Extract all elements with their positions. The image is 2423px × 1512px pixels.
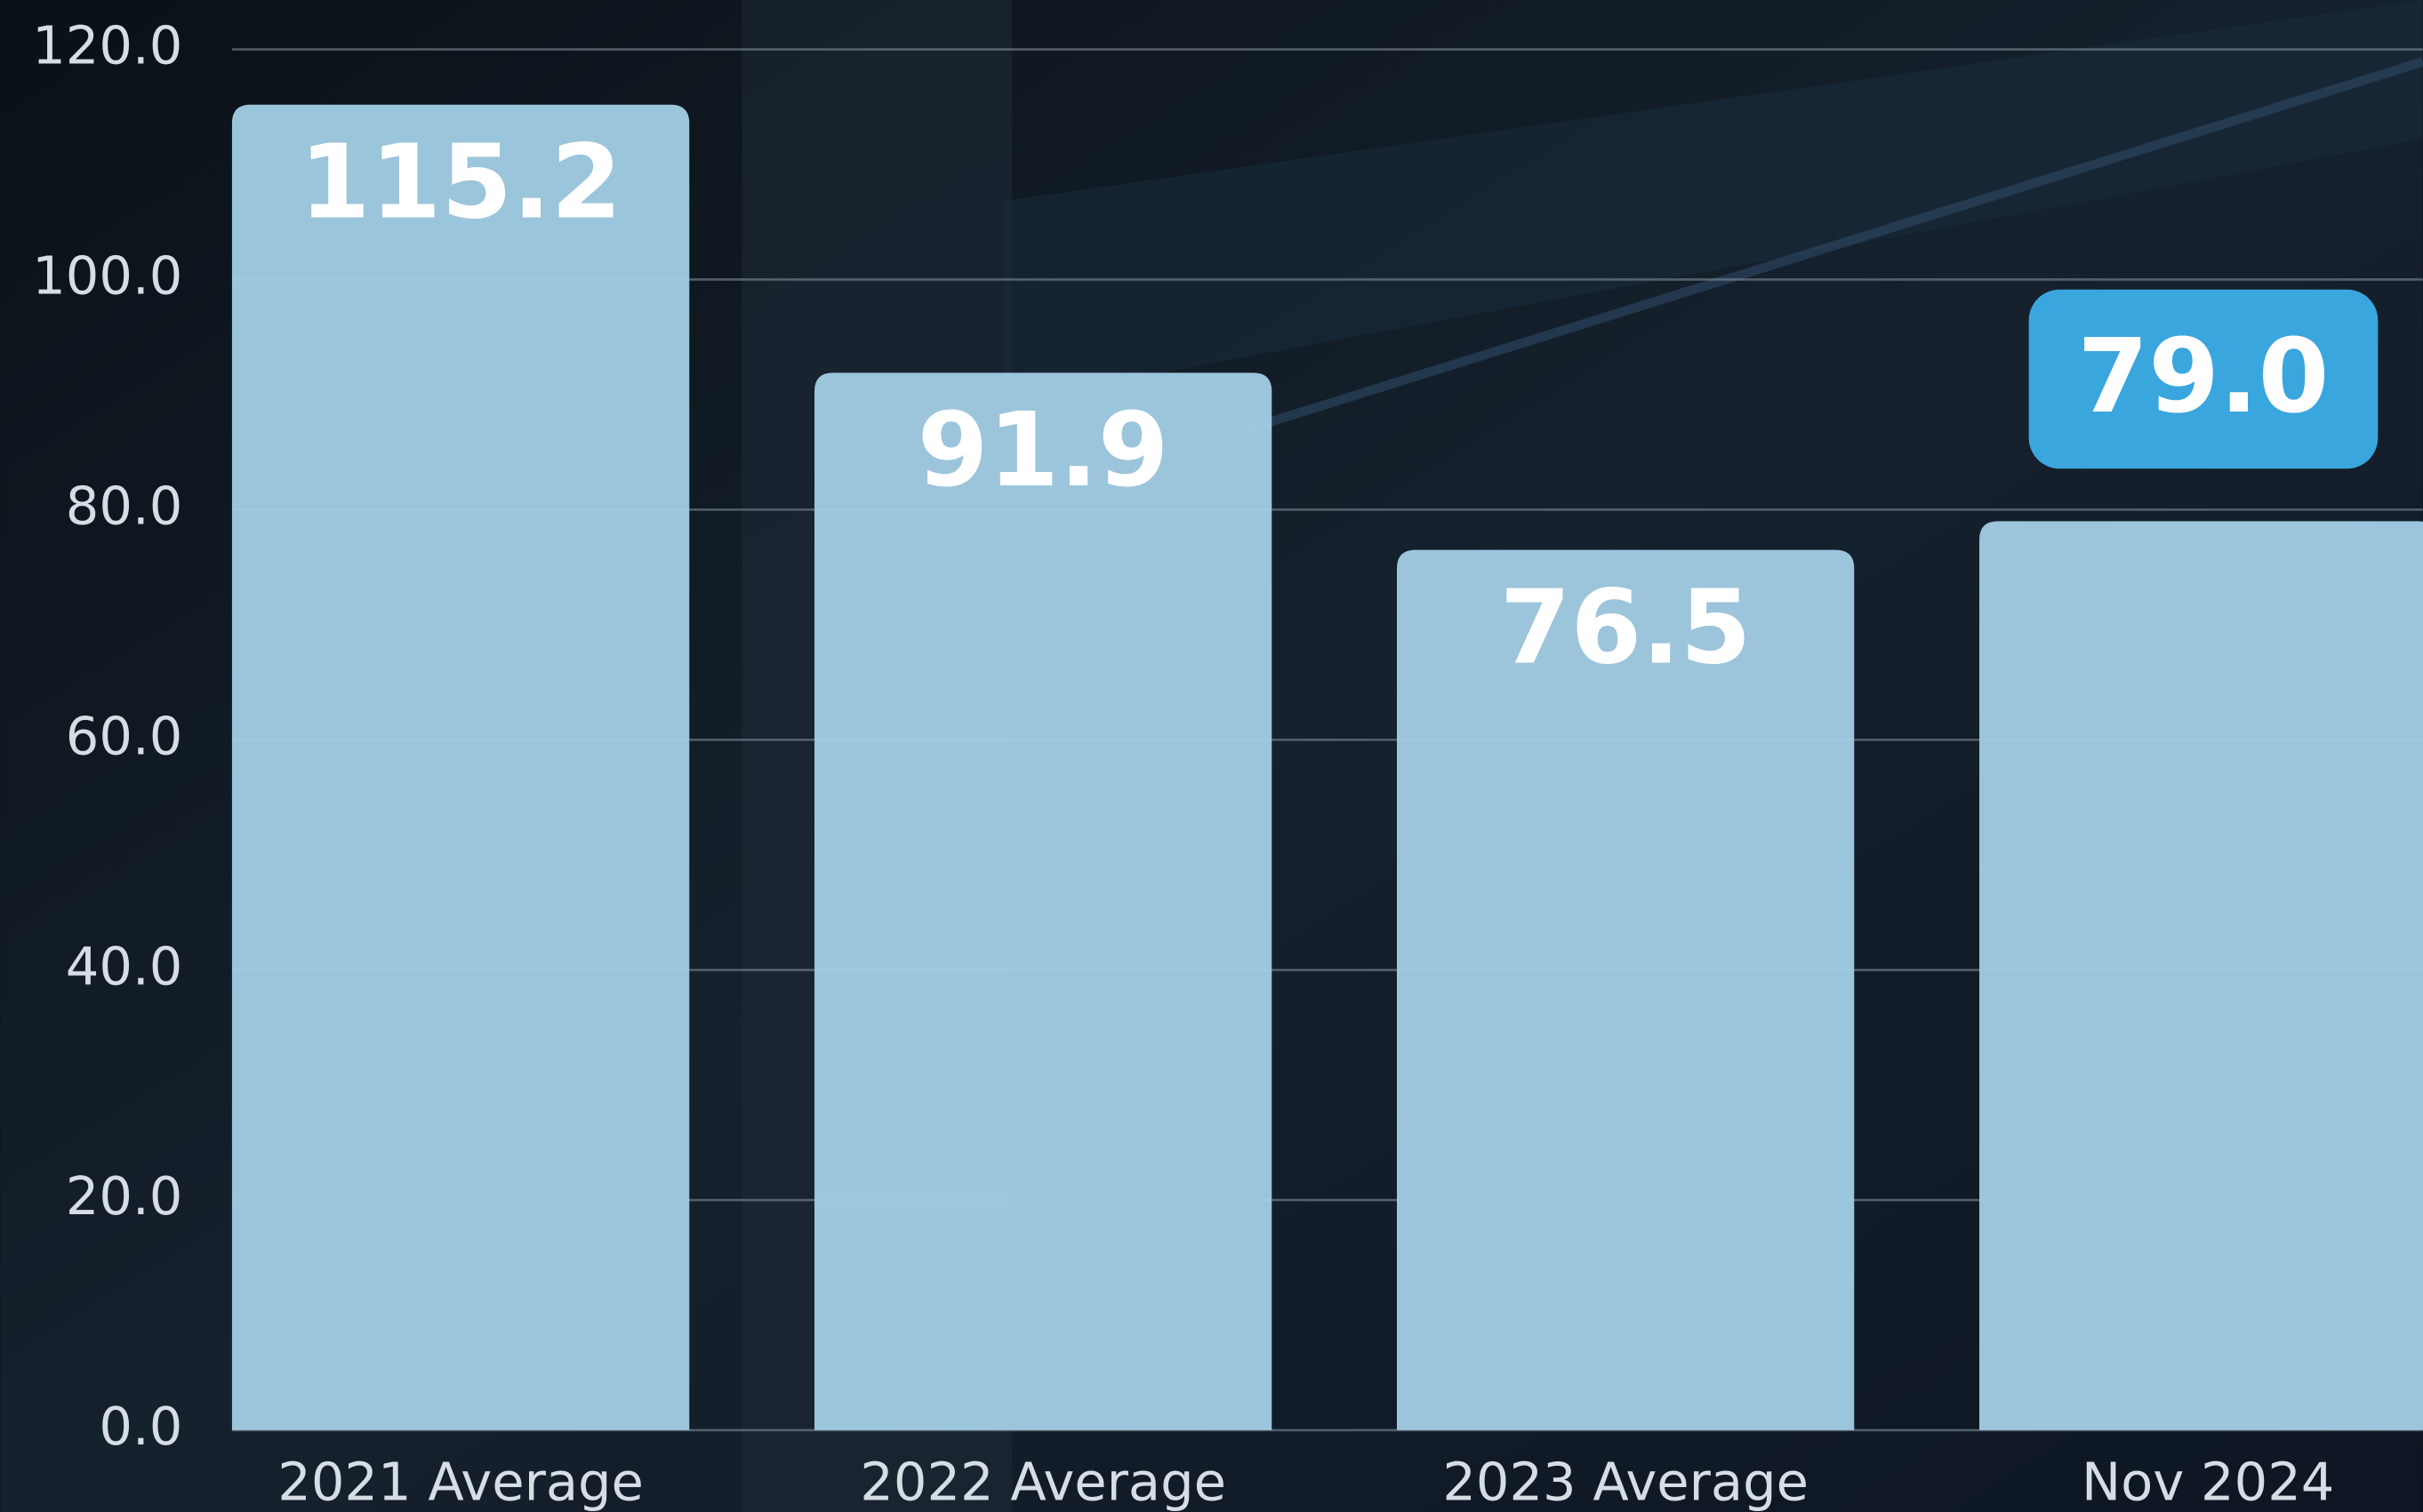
value-label: 91.9 <box>918 392 1169 510</box>
value-label: 79.0 <box>2078 318 2330 436</box>
y-tick-label: 0.0 <box>99 1396 182 1457</box>
bar <box>1979 521 2423 1430</box>
background-sign <box>1004 0 2423 402</box>
bar <box>814 372 1272 1430</box>
y-tick-label: 120.0 <box>32 15 182 76</box>
y-tick-label: 80.0 <box>66 475 183 536</box>
y-tick-label: 20.0 <box>66 1165 183 1227</box>
x-tick-label: 2023 Average <box>1442 1452 1809 1512</box>
value-label-box <box>2028 289 2379 469</box>
x-tick-label: 2021 Average <box>277 1452 644 1512</box>
y-tick-label: 40.0 <box>66 935 183 996</box>
background-stripe <box>1234 57 2423 437</box>
value-label: 115.2 <box>300 124 622 243</box>
value-label: 76.5 <box>1500 569 1752 687</box>
x-tick-label: Nov 2024 <box>2082 1452 2334 1512</box>
bar <box>1396 549 1855 1430</box>
x-tick-label: 2022 Average <box>860 1452 1226 1512</box>
bar <box>231 104 690 1430</box>
y-tick-label: 60.0 <box>66 705 183 766</box>
y-tick-label: 100.0 <box>32 245 182 307</box>
